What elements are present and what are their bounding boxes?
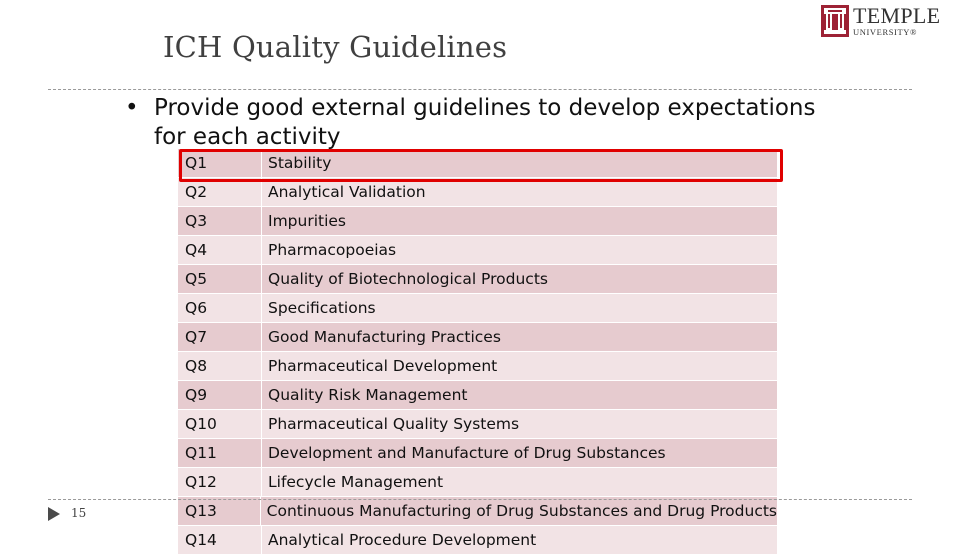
- guideline-code: Q14: [178, 526, 262, 554]
- guideline-name: Pharmaceutical Quality Systems: [268, 415, 520, 433]
- logo-subtitle: UNIVERSITY®: [853, 27, 918, 38]
- guideline-name: Development and Manufacture of Drug Subs…: [268, 444, 666, 462]
- table-row: Q1 Stability: [178, 149, 777, 177]
- table-row: Q11 Development and Manufacture of Drug S…: [178, 439, 777, 467]
- guidelines-table: Q1 Stability Q2 Analytical Validation Q3 Impu…: [178, 149, 777, 555]
- guideline-code: Q8: [178, 352, 262, 380]
- guideline-code: Q5: [178, 265, 262, 293]
- guideline-code: Q4: [178, 236, 262, 264]
- logo-name: TEMPLE: [853, 3, 941, 29]
- slide-nav-triangle-icon: [48, 507, 60, 521]
- table-row: Q3 Impurities: [178, 207, 777, 235]
- table-row: Q6 Specifications: [178, 294, 777, 322]
- guideline-name: Pharmacopoeias: [268, 241, 397, 259]
- bullet-icon: •: [125, 95, 139, 121]
- table-row: Q4 Pharmacopoeias: [178, 236, 777, 264]
- guideline-code: Q9: [178, 381, 262, 409]
- guideline-code: Q2: [178, 178, 262, 206]
- bullet-text: Provide good external guidelines to deve…: [154, 95, 816, 150]
- table-row: Q10 Pharmaceutical Quality Systems: [178, 410, 777, 438]
- table-row: Q9 Quality Risk Management: [178, 381, 777, 409]
- guideline-code: Q12: [178, 468, 262, 496]
- bullet-point: • Provide good external guidelines to de…: [125, 94, 825, 152]
- top-divider: [48, 89, 912, 90]
- table-row: Q8 Pharmaceutical Development: [178, 352, 777, 380]
- bottom-divider: [48, 499, 912, 500]
- guideline-name: Lifecycle Management: [268, 473, 444, 491]
- guideline-name: Impurities: [268, 212, 347, 230]
- table-row: Q14 Analytical Procedure Development: [178, 526, 777, 554]
- guideline-code: Q3: [178, 207, 262, 235]
- guideline-name: Analytical Validation: [268, 183, 426, 201]
- table-row: Q13 Continuous Manufacturing of Drug Subs…: [178, 497, 777, 525]
- guideline-code: Q7: [178, 323, 262, 351]
- guideline-code: Q10: [178, 410, 262, 438]
- table-row: Q7 Good Manufacturing Practices: [178, 323, 777, 351]
- temple-t-logo-icon: [821, 5, 849, 37]
- guideline-code: Q11: [178, 439, 262, 467]
- guideline-name: Quality of Biotechnological Products: [268, 270, 548, 288]
- temple-university-logo: TEMPLE UNIVERSITY®: [821, 4, 940, 38]
- guideline-name: Analytical Procedure Development: [268, 531, 537, 549]
- slide-title: ICH Quality Guidelines: [163, 30, 508, 64]
- guideline-name: Pharmaceutical Development: [268, 357, 498, 375]
- guideline-name: Continuous Manufacturing of Drug Substan…: [266, 502, 777, 520]
- guideline-name: Quality Risk Management: [268, 386, 468, 404]
- guideline-name: Good Manufacturing Practices: [268, 328, 501, 346]
- guideline-code: Q1: [178, 149, 262, 177]
- page-number: 15: [71, 506, 87, 520]
- guideline-name: Stability: [268, 154, 332, 172]
- table-row: Q5 Quality of Biotechnological Products: [178, 265, 777, 293]
- guideline-code: Q13: [178, 497, 261, 525]
- table-row: Q2 Analytical Validation: [178, 178, 777, 206]
- guideline-code: Q6: [178, 294, 262, 322]
- table-row: Q12 Lifecycle Management: [178, 468, 777, 496]
- guideline-name: Specifications: [268, 299, 376, 317]
